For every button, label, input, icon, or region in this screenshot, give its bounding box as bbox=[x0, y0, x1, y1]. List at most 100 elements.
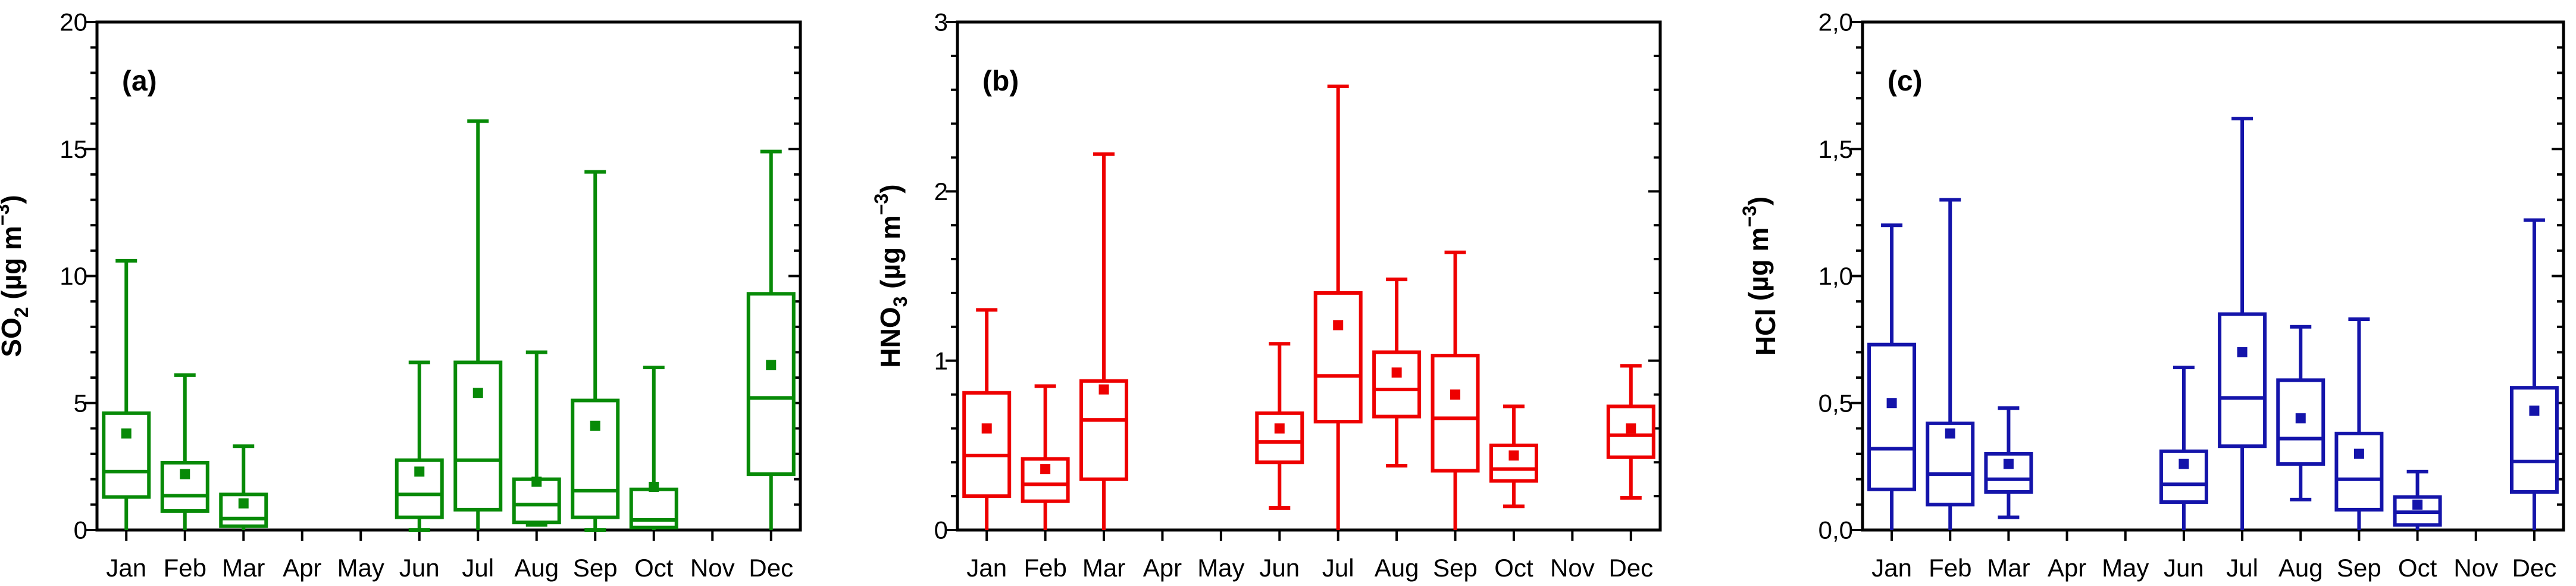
y-axis-title: HNO3 (µg m−3) bbox=[871, 184, 911, 367]
boxplot-jul bbox=[2218, 117, 2267, 530]
mean-marker-sep bbox=[2353, 448, 2364, 459]
y-axis-title: HCl (µg m−3) bbox=[1739, 197, 1781, 356]
x-tick-label-sep: Sep bbox=[573, 554, 618, 582]
mean-marker-mar bbox=[238, 498, 249, 509]
boxplot-aug bbox=[1372, 278, 1422, 467]
y-tick-label: 0 bbox=[934, 516, 948, 544]
x-tick-label-jul: Jul bbox=[1322, 554, 1354, 582]
boxplot-mar bbox=[1079, 152, 1129, 530]
x-tick-label-dec: Dec bbox=[749, 554, 793, 582]
x-tick-label-dec: Dec bbox=[1608, 554, 1653, 582]
box-jun bbox=[2159, 449, 2208, 504]
mean-marker-jul bbox=[472, 388, 483, 398]
boxplot-jun bbox=[395, 360, 444, 532]
y-tick-label: 2 bbox=[934, 177, 948, 205]
mean-marker-jan bbox=[121, 428, 132, 439]
mean-marker-sep bbox=[590, 420, 600, 431]
x-tick-label-aug: Aug bbox=[2278, 554, 2323, 582]
x-tick-label-may: May bbox=[337, 554, 384, 582]
mean-marker-jul bbox=[2237, 347, 2248, 357]
y-tick-label: 1,5 bbox=[1818, 135, 1853, 163]
boxplot-oct bbox=[629, 366, 678, 530]
panel-b: 0 1 2 3 Jan Feb Mar Apr May Jun Jul Aug Sep Oct Nov Dec… bbox=[871, 8, 1662, 582]
mean-marker-jul bbox=[1333, 320, 1344, 331]
mean-marker-feb bbox=[1945, 428, 1955, 439]
box-sep bbox=[2334, 431, 2384, 512]
mean-marker-aug bbox=[1391, 367, 1402, 378]
box-oct bbox=[629, 487, 678, 529]
mean-marker-feb bbox=[1040, 464, 1051, 475]
x-tick-label-nov: Nov bbox=[1550, 554, 1595, 582]
x-tick-label-jun: Jun bbox=[399, 554, 440, 582]
y-tick-label: 5 bbox=[74, 389, 87, 417]
box-jan bbox=[1867, 342, 1917, 491]
box-mar bbox=[1079, 379, 1129, 481]
y-tick-label: 1,0 bbox=[1818, 262, 1853, 290]
mean-marker-sep bbox=[1450, 389, 1461, 400]
mean-marker-oct bbox=[2412, 499, 2423, 510]
box-jan bbox=[962, 391, 1012, 498]
x-tick-label-jan: Jan bbox=[1871, 554, 1912, 582]
box-jan bbox=[102, 411, 151, 499]
boxplot-aug bbox=[2276, 325, 2325, 501]
boxplot-feb bbox=[1926, 198, 1975, 530]
panel-letter: (a) bbox=[122, 66, 157, 97]
box-aug bbox=[1372, 350, 1422, 419]
y-tick-label: 10 bbox=[60, 262, 87, 290]
x-tick-label-apr: Apr bbox=[2048, 554, 2086, 582]
y-tick-label: 20 bbox=[60, 8, 87, 36]
x-tick-label-may: May bbox=[2102, 554, 2149, 582]
y-tick-label: 0,0 bbox=[1818, 516, 1853, 544]
x-tick-label-jul: Jul bbox=[462, 554, 494, 582]
x-tick-label-sep: Sep bbox=[2337, 554, 2381, 582]
y-tick-label: 3 bbox=[934, 8, 948, 36]
x-tick-label-feb: Feb bbox=[1023, 554, 1066, 582]
box-jul bbox=[453, 360, 503, 512]
panel-letter: (c) bbox=[1888, 66, 1923, 97]
boxplot-feb bbox=[1021, 384, 1070, 530]
x-tick-label-dec: Dec bbox=[2512, 554, 2557, 582]
y-tick-label: 0,5 bbox=[1818, 389, 1853, 417]
y-tick-label: 0 bbox=[74, 516, 87, 544]
box-sep bbox=[1431, 354, 1480, 473]
mean-marker-jun bbox=[2179, 459, 2189, 469]
x-tick-label-mar: Mar bbox=[1987, 554, 2030, 582]
boxplot-mar bbox=[1984, 406, 2033, 519]
x-tick-label-jun: Jun bbox=[2164, 554, 2204, 582]
mean-marker-dec bbox=[2529, 406, 2540, 416]
panel-c: 0,0 0,5 1,0 1,5 2,0 Jan Feb Mar Apr May Jun Jul Aug S… bbox=[1739, 8, 2565, 582]
boxplot-jan bbox=[102, 258, 151, 530]
y-tick-label: 15 bbox=[60, 135, 87, 163]
x-tick-label-feb: Feb bbox=[1929, 554, 1971, 582]
x-tick-label-mar: Mar bbox=[1082, 554, 1125, 582]
boxplot-oct bbox=[2393, 469, 2442, 530]
panel-a: 0 5 10 15 20 Jan Feb Mar Apr May Jun Jul Aug Sep Oct No… bbox=[0, 8, 802, 582]
boxplot-sep bbox=[2334, 317, 2384, 530]
x-tick-label-nov: Nov bbox=[2453, 554, 2498, 582]
box-aug bbox=[512, 477, 561, 525]
y-tick-label: 1 bbox=[934, 347, 948, 375]
mean-marker-aug bbox=[531, 476, 542, 487]
x-tick-label-jul: Jul bbox=[2226, 554, 2258, 582]
x-tick-label-oct: Oct bbox=[1494, 554, 1533, 582]
x-tick-label-apr: Apr bbox=[283, 554, 321, 582]
boxplot-oct bbox=[1489, 404, 1538, 509]
x-tick-label-aug: Aug bbox=[1375, 554, 1419, 582]
mean-marker-dec bbox=[1626, 423, 1636, 434]
y-axis-title: SO2 (µg m−3) bbox=[0, 195, 32, 357]
boxplot-sep bbox=[1431, 250, 1480, 530]
x-tick-label-mar: Mar bbox=[222, 554, 265, 582]
boxplot-dec bbox=[1606, 364, 1655, 500]
panel-letter: (b) bbox=[982, 66, 1019, 97]
x-tick-label-sep: Sep bbox=[1433, 554, 1478, 582]
box-jun bbox=[1255, 411, 1304, 465]
boxplot-dec bbox=[2509, 218, 2559, 530]
box-dec bbox=[746, 292, 796, 476]
x-tick-label-apr: Apr bbox=[1143, 554, 1182, 582]
mean-marker-jan bbox=[981, 423, 992, 434]
boxplot-jul bbox=[1313, 85, 1363, 530]
boxplot-jul bbox=[453, 119, 503, 530]
mean-marker-jan bbox=[1886, 398, 1897, 409]
mean-marker-oct bbox=[1508, 450, 1519, 461]
